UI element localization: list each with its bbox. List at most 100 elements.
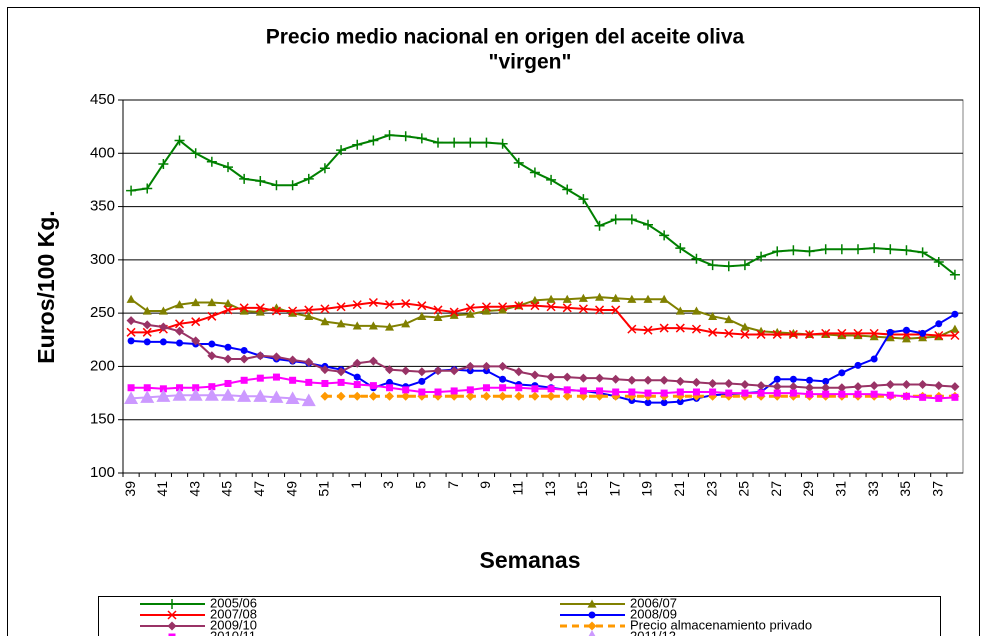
data-point: [176, 339, 184, 347]
data-point: [531, 385, 539, 393]
data-point: [272, 373, 280, 381]
data-point: [838, 369, 846, 377]
legend-label: 2010/11: [210, 628, 256, 636]
data-point: [675, 376, 685, 386]
data-point: [725, 389, 733, 397]
x-tick-label: 37: [929, 481, 945, 497]
legend-label: 2005/06: [210, 595, 257, 610]
data-point: [126, 185, 137, 196]
data-point: [627, 324, 637, 334]
legend-marker: [167, 599, 177, 609]
data-point: [950, 324, 960, 333]
data-point: [449, 137, 460, 148]
data-point: [223, 299, 233, 308]
data-point: [321, 379, 329, 387]
x-tick-label: 39: [122, 481, 138, 497]
data-point: [207, 351, 217, 361]
x-tick-label: 19: [639, 481, 655, 497]
data-point: [401, 391, 411, 401]
data-point: [384, 130, 395, 141]
data-point: [870, 355, 878, 363]
data-point: [756, 251, 767, 262]
data-point: [594, 220, 605, 231]
data-point: [724, 315, 734, 324]
x-tick-label: 27: [768, 481, 784, 497]
y-tick-label: 400: [90, 144, 115, 161]
data-point: [237, 389, 252, 402]
data-point: [353, 373, 361, 381]
data-point: [579, 387, 587, 395]
data-point: [578, 194, 589, 205]
data-point: [691, 253, 702, 264]
data-point: [287, 180, 298, 191]
y-axis-label: Euros/100 Kg.: [33, 210, 59, 363]
data-point: [675, 323, 685, 333]
data-point: [547, 385, 555, 393]
data-point: [837, 383, 847, 393]
data-point: [546, 391, 556, 401]
data-point: [142, 183, 153, 194]
data-point: [224, 343, 232, 351]
x-tick-label: 25: [736, 481, 752, 497]
data-point: [739, 260, 750, 271]
data-point: [204, 388, 219, 401]
y-tick-label: 300: [90, 251, 115, 268]
data-point: [595, 305, 605, 315]
data-point: [417, 301, 427, 311]
data-point: [756, 381, 766, 391]
data-point: [175, 326, 185, 336]
data-point: [481, 306, 491, 315]
data-point: [255, 175, 266, 186]
data-point: [822, 377, 830, 385]
data-point: [191, 336, 201, 346]
data-point: [627, 375, 637, 385]
data-point: [127, 337, 135, 345]
x-tick-label: 35: [897, 481, 913, 497]
data-point: [368, 356, 378, 366]
data-point: [368, 135, 379, 146]
data-point: [918, 380, 928, 390]
data-point: [741, 389, 749, 397]
data-point: [368, 321, 378, 330]
data-point: [611, 305, 621, 315]
data-point: [143, 384, 151, 392]
data-point: [176, 384, 184, 392]
data-point: [465, 137, 476, 148]
data-point: [158, 322, 168, 332]
data-point: [675, 243, 686, 254]
data-point: [595, 373, 605, 383]
data-point: [191, 317, 201, 327]
data-point: [836, 244, 847, 255]
data-point: [772, 246, 783, 257]
data-point: [175, 319, 185, 329]
data-point: [659, 375, 669, 385]
data-point: [158, 306, 168, 315]
data-point: [902, 326, 910, 334]
data-point: [253, 389, 268, 402]
data-point: [626, 214, 637, 225]
data-point: [386, 384, 394, 392]
data-point: [304, 311, 314, 320]
x-tick-label: 15: [574, 481, 590, 497]
data-point: [596, 387, 604, 395]
y-tick-label: 100: [90, 464, 115, 481]
data-point: [465, 303, 475, 313]
data-point: [239, 354, 249, 364]
data-point: [935, 320, 943, 328]
data-point: [901, 334, 911, 343]
data-point: [919, 393, 927, 401]
data-point: [320, 304, 330, 314]
data-point: [142, 306, 152, 315]
data-point: [821, 328, 831, 338]
data-point: [336, 367, 346, 377]
data-point: [853, 331, 863, 340]
legend: [98, 596, 941, 636]
data-point: [869, 328, 879, 338]
data-point: [902, 392, 910, 400]
data-point: [870, 390, 878, 398]
data-point: [352, 139, 363, 150]
data-point: [143, 338, 151, 346]
series-line: [131, 301, 955, 337]
data-point: [320, 365, 330, 375]
